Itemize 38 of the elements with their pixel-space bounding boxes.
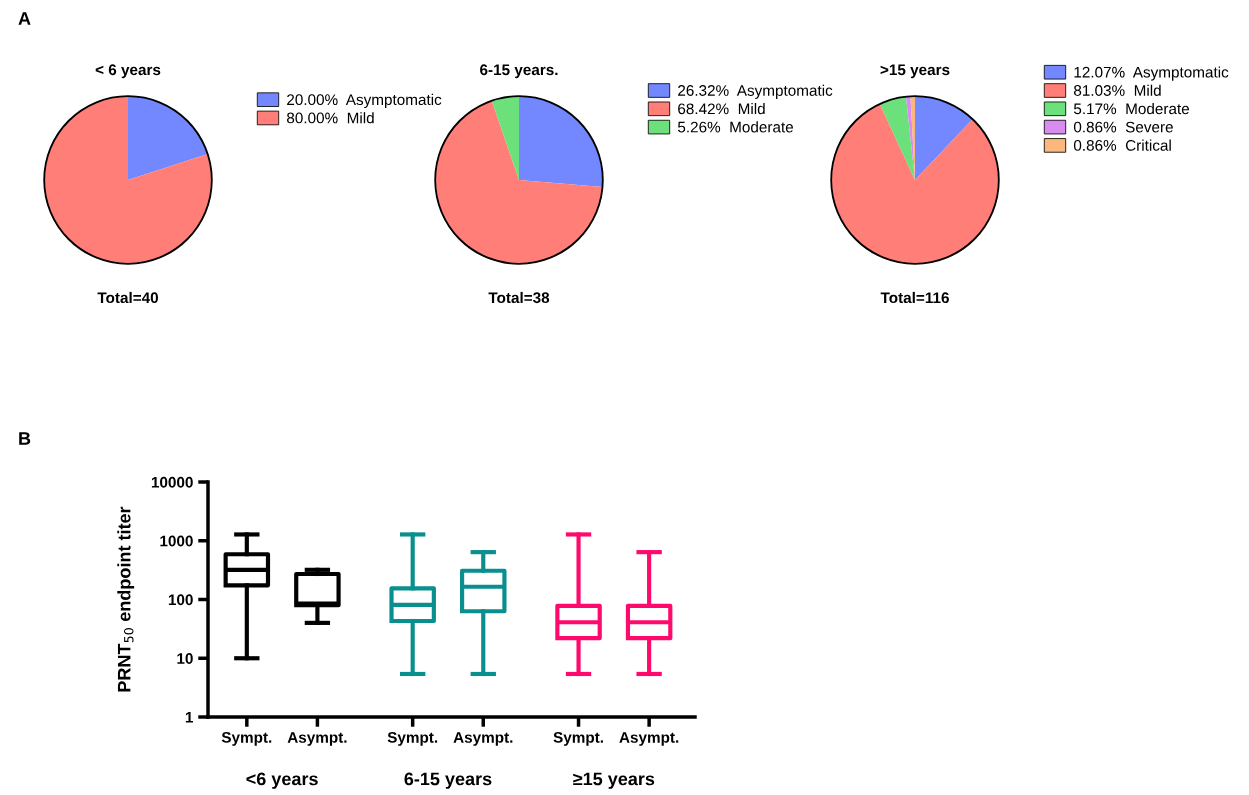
- pie-slice: [519, 96, 603, 187]
- legend-label: 20.00% Asymptomatic: [287, 93, 442, 109]
- pie-slice: [831, 103, 999, 264]
- text: <6 years: [246, 772, 318, 789]
- pie-slice: [879, 96, 915, 180]
- legend-label: 80.00% Mild: [287, 112, 374, 124]
- y-tick-label: 1: [185, 712, 193, 723]
- x-tick-label: Sympt.: [221, 731, 272, 746]
- y-axis-title: PRNT$_{50}$ endpoint titer: [117, 506, 135, 692]
- text: 6-15 years: [404, 772, 492, 789]
- legend-label: 0.86% Critical: [1073, 139, 1171, 151]
- text: Total=40: [97, 291, 159, 304]
- legend-label: 26.32% Asymptomatic: [678, 84, 833, 99]
- legend-label: 81.03% Mild: [1074, 84, 1161, 96]
- y-tick-label: 10: [177, 653, 193, 664]
- x-tick-label: Asympt.: [453, 732, 513, 746]
- legend-label: 0.86% Severe: [1073, 121, 1173, 133]
- chart-title: 6-15 years.: [480, 64, 558, 79]
- legend-label: 5.26% Moderate: [677, 121, 794, 133]
- chart-title: >15 years: [880, 64, 950, 79]
- y-tick-label: 10000: [151, 476, 193, 488]
- x-tick-label: Asympt.: [619, 732, 679, 746]
- y-tick-label: 1000: [160, 535, 193, 547]
- chart-title: < 6 years: [95, 64, 161, 79]
- text: ≥15 years: [573, 772, 655, 789]
- text: Total=116: [880, 291, 949, 304]
- y-tick-label: 100: [168, 594, 193, 606]
- legend-label: 5.17% Moderate: [1073, 102, 1190, 115]
- text: B: [19, 432, 31, 445]
- x-tick-label: Sympt.: [553, 731, 603, 746]
- x-tick-label: Sympt.: [387, 731, 438, 746]
- x-tick-label: Asympt.: [287, 732, 347, 746]
- legend-label: 68.42% Mild: [678, 102, 765, 115]
- text: Total=38: [488, 291, 550, 304]
- pie-slice: [915, 96, 973, 180]
- pie-slice: [491, 96, 519, 180]
- text: A: [18, 12, 31, 25]
- legend-label: 12.07% Asymptomatic: [1074, 66, 1229, 81]
